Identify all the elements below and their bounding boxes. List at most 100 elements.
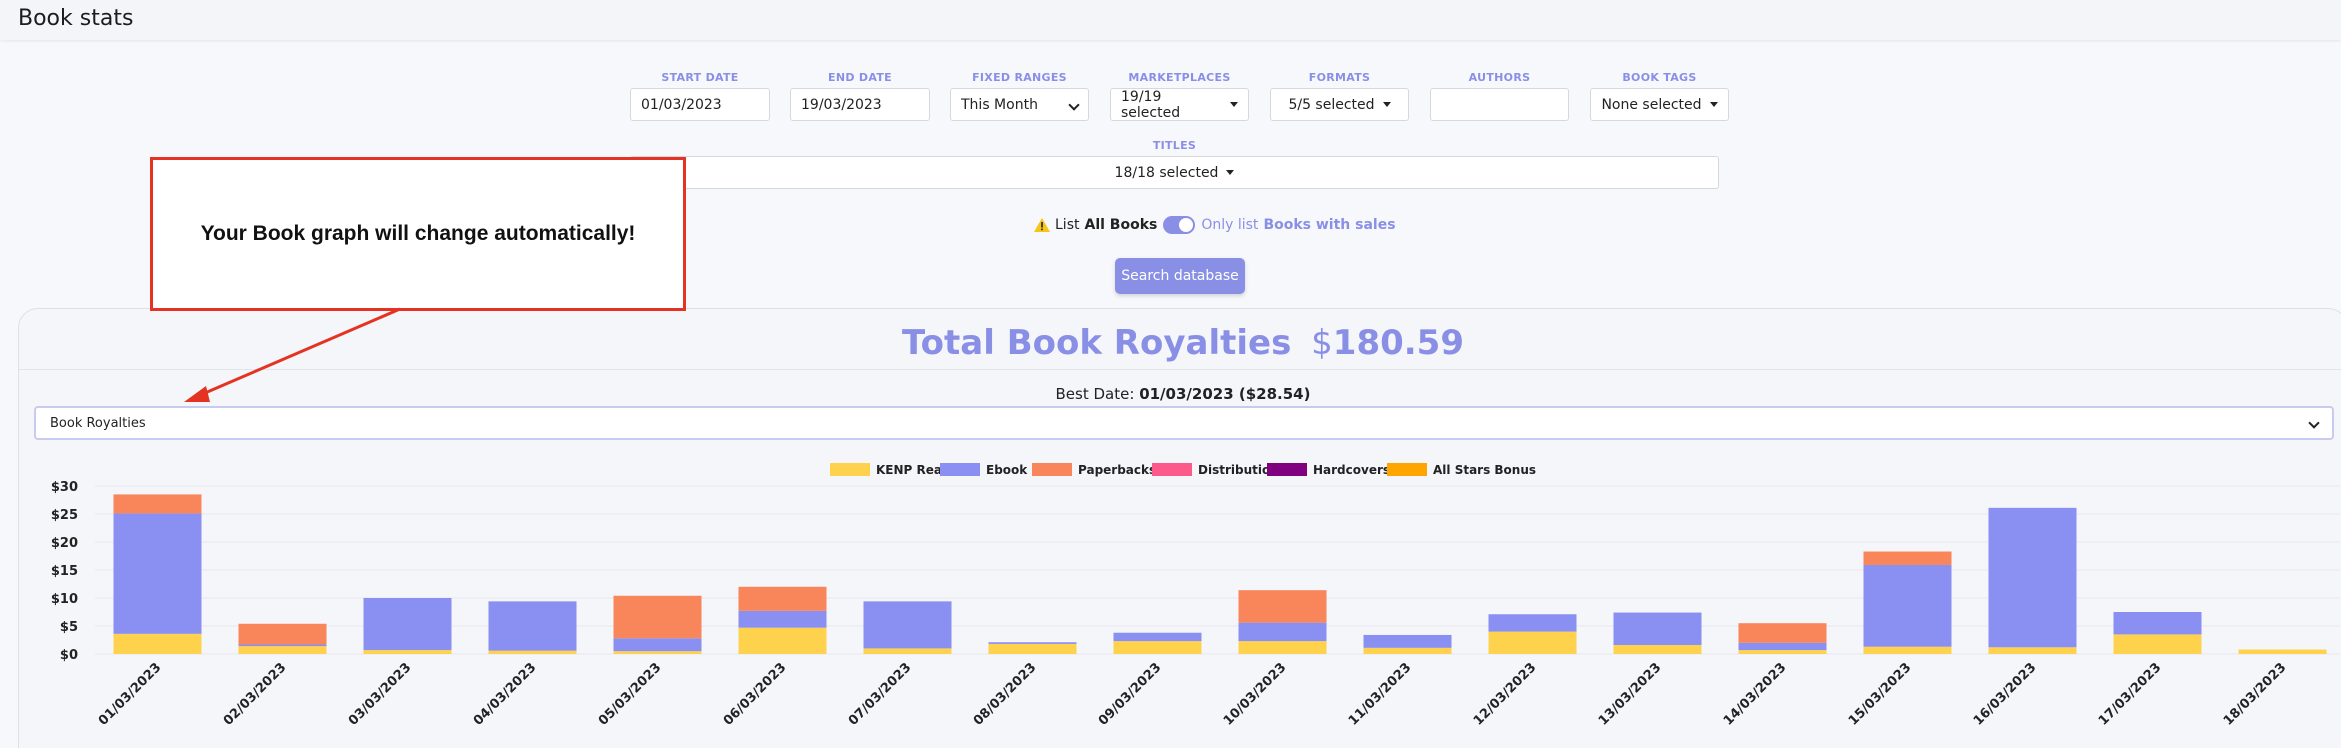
only-books-with-sales-toggle[interactable] xyxy=(1163,216,1196,234)
bar-segment xyxy=(613,595,702,639)
x-tick-label: 08/03/2023 xyxy=(971,660,1039,728)
best-date-label: Best Date: xyxy=(1055,385,1135,403)
bar-segment xyxy=(1988,647,2077,654)
x-tick-label: 11/03/2023 xyxy=(1346,660,1414,728)
end-date-field: END DATE 19/03/2023 xyxy=(790,71,930,123)
legend-swatch xyxy=(830,463,870,476)
titles-value: 18/18 selected xyxy=(1114,164,1219,181)
caret-down-icon xyxy=(1709,102,1718,107)
bar-segment xyxy=(1988,507,2077,648)
y-tick-label: $0 xyxy=(60,648,78,663)
bar-segment xyxy=(1738,623,1827,643)
legend-label: KENP Reads xyxy=(876,463,958,477)
bar-segment xyxy=(2113,634,2202,654)
y-tick-label: $30 xyxy=(51,480,78,495)
bar-segment xyxy=(738,627,827,654)
book-tags-value: None selected xyxy=(1601,96,1702,113)
bar-segment xyxy=(1488,631,1577,654)
total-royalties-label: Total Book Royalties xyxy=(902,323,1292,363)
y-tick-label: $5 xyxy=(60,620,78,635)
bar-segment xyxy=(1488,614,1577,632)
chevron-down-icon xyxy=(2308,417,2320,429)
bar-segment xyxy=(1113,641,1202,654)
total-royalties-amount: 180.59 xyxy=(1332,323,1464,363)
start-date-input[interactable]: 01/03/2023 xyxy=(630,88,770,121)
bar-segment xyxy=(363,598,452,651)
marketplaces-dropdown[interactable]: 19/19 selected xyxy=(1110,88,1249,121)
authors-input[interactable] xyxy=(1430,88,1569,121)
top-bar xyxy=(0,0,2341,40)
y-tick-label: $25 xyxy=(51,508,78,523)
x-tick-label: 07/03/2023 xyxy=(846,660,914,728)
book-tags-field: BOOK TAGS None selected xyxy=(1590,71,1729,123)
authors-label: AUTHORS xyxy=(1468,71,1531,84)
y-tick-label: $15 xyxy=(51,564,78,579)
bar-segment xyxy=(738,586,827,611)
bar-segment xyxy=(1863,551,1952,565)
legend-swatch xyxy=(940,463,980,476)
start-date-label: START DATE xyxy=(661,71,739,84)
x-tick-label: 13/03/2023 xyxy=(1596,660,1664,728)
bar-segment xyxy=(2113,612,2202,635)
end-date-label: END DATE xyxy=(828,71,892,84)
bar-segment xyxy=(863,648,952,654)
bar-segment xyxy=(1113,632,1202,642)
y-tick-label: $20 xyxy=(51,536,78,551)
bar-segment xyxy=(113,633,202,654)
annotation-callout: Your Book graph will change automaticall… xyxy=(150,157,686,311)
x-tick-label: 01/03/2023 xyxy=(96,660,164,728)
x-tick-label: 09/03/2023 xyxy=(1096,660,1164,728)
bar-segment xyxy=(613,651,702,654)
fixed-ranges-field: FIXED RANGES This Month xyxy=(950,71,1089,123)
book-tags-dropdown[interactable]: None selected xyxy=(1590,88,1729,121)
titles-label: TITLES xyxy=(1152,139,1197,152)
royalties-chart: KENP Reads Ebook Paperbacks Distribution Har… xyxy=(51,463,2340,729)
legend-label: Ebook xyxy=(986,463,1028,477)
x-tick-label: 14/03/2023 xyxy=(1721,660,1789,728)
bar-segment xyxy=(1863,646,1952,654)
total-royalties-title: Total Book Royalties $180.59 xyxy=(19,323,2341,363)
marketplaces-label: MARKETPLACES xyxy=(1128,71,1231,84)
warning-icon xyxy=(1034,218,1050,232)
caret-down-icon xyxy=(1230,102,1238,107)
start-date-field: START DATE 01/03/2023 xyxy=(630,71,770,123)
x-tick-label: 16/03/2023 xyxy=(1971,660,2039,728)
search-database-button[interactable]: Search database xyxy=(1115,258,1245,294)
chart-type-select[interactable]: Book Royalties xyxy=(34,406,2334,440)
bar-segment xyxy=(238,646,327,654)
bar-segment xyxy=(363,650,452,654)
marketplaces-value: 19/19 selected xyxy=(1121,88,1181,121)
fixed-ranges-value: This Month xyxy=(961,96,1038,113)
annotation-text: Your Book graph will change automaticall… xyxy=(200,222,636,245)
card-divider xyxy=(19,369,2341,370)
end-date-input[interactable]: 19/03/2023 xyxy=(790,88,930,121)
bar-segment xyxy=(113,513,202,634)
bar-segment xyxy=(238,623,327,645)
x-tick-label: 02/03/2023 xyxy=(221,660,289,728)
currency-symbol: $ xyxy=(1311,323,1333,363)
bar-segment xyxy=(113,494,202,514)
x-tick-label: 15/03/2023 xyxy=(1846,660,1914,728)
list-books-toggle-row: List All Books Only list Books with sale… xyxy=(1034,216,1396,234)
fixed-ranges-select[interactable]: This Month xyxy=(950,88,1089,121)
marketplaces-field: MARKETPLACES 19/19 selected xyxy=(1110,71,1249,123)
x-tick-label: 17/03/2023 xyxy=(2096,660,2164,728)
toggle-knob xyxy=(1179,218,1194,232)
formats-label: FORMATS xyxy=(1308,71,1371,84)
titles-dropdown[interactable]: 18/18 selected xyxy=(630,156,1719,189)
bar-segment xyxy=(1238,641,1327,654)
bar-segment xyxy=(1613,612,1702,646)
formats-dropdown[interactable]: 5/5 selected xyxy=(1270,88,1409,121)
x-tick-label: 18/03/2023 xyxy=(2221,660,2289,728)
page-title: Book stats xyxy=(18,6,134,31)
bar-segment xyxy=(1238,590,1327,623)
bar-segment xyxy=(1238,622,1327,642)
authors-field: AUTHORS xyxy=(1430,71,1569,123)
legend-swatch xyxy=(1152,463,1192,476)
bar-segment xyxy=(1613,645,1702,654)
chevron-down-icon xyxy=(1068,99,1080,111)
formats-field: FORMATS 5/5 selected xyxy=(1270,71,1409,123)
x-tick-label: 12/03/2023 xyxy=(1471,660,1539,728)
best-date: Best Date: 01/03/2023 ($28.54) xyxy=(19,385,2341,403)
x-tick-label: 06/03/2023 xyxy=(721,660,789,728)
